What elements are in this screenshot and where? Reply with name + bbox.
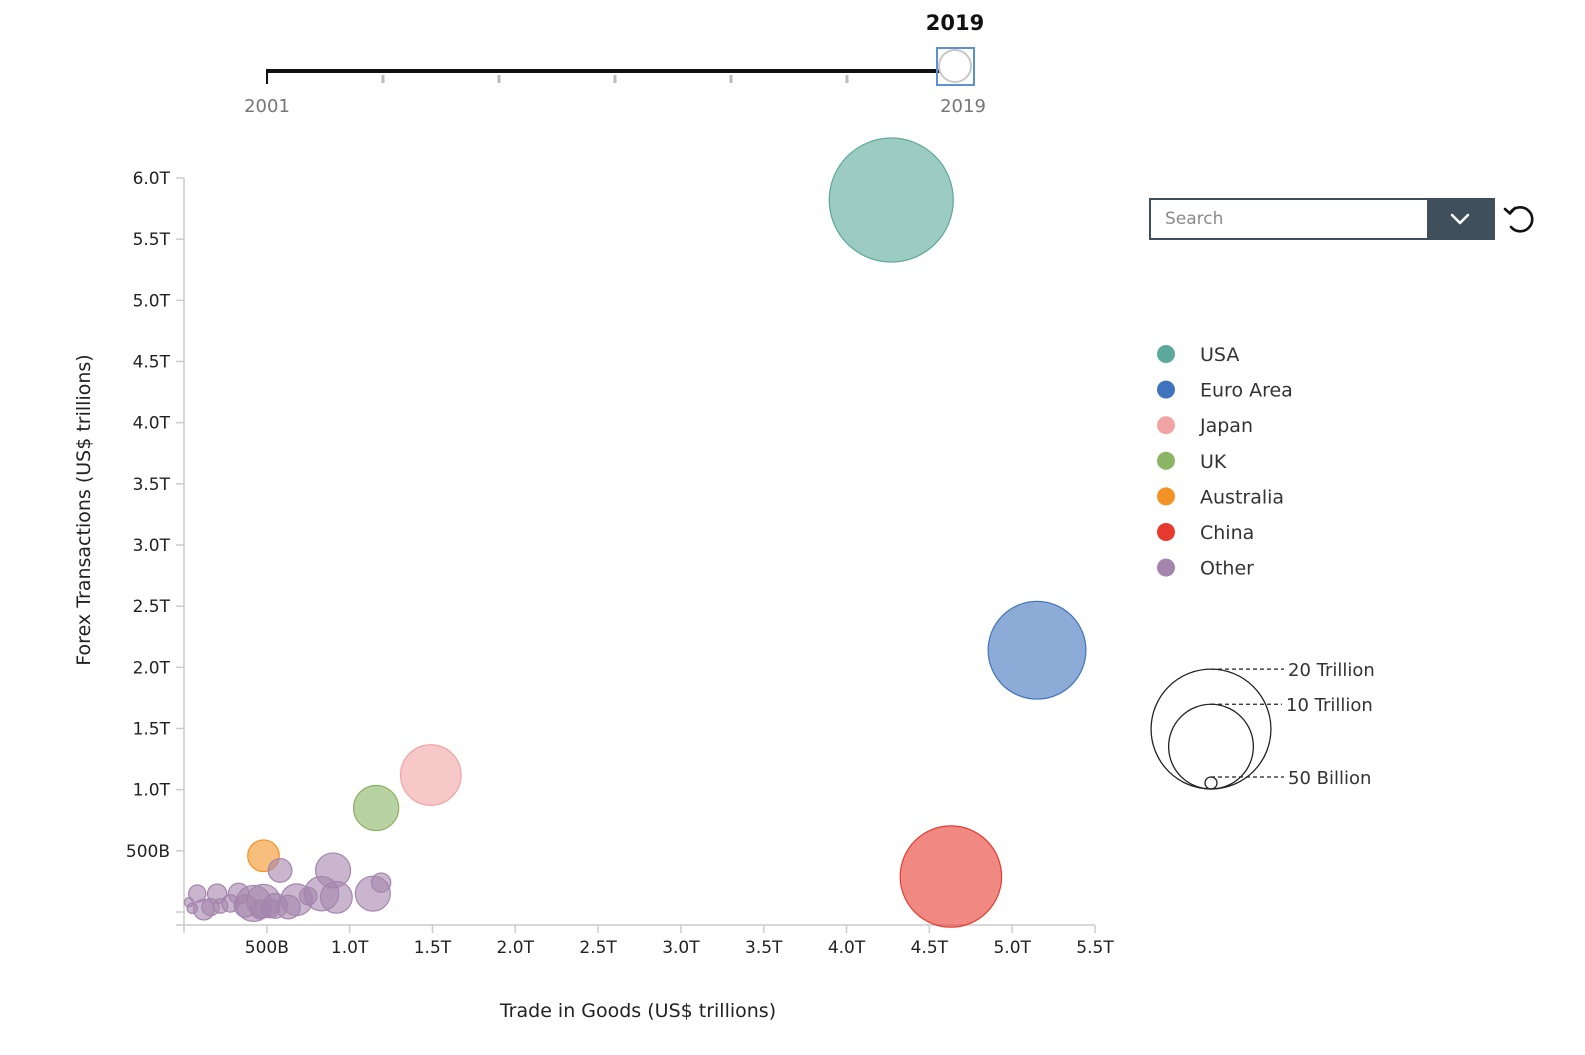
dropdown-button[interactable] (1427, 200, 1493, 238)
bubble-other[interactable] (319, 880, 353, 914)
legend-label: China (1200, 522, 1254, 544)
x-tick-label: 3.5T (745, 938, 783, 958)
country-search (1149, 198, 1495, 240)
bubble-other[interactable] (298, 886, 318, 906)
size-legend-circle (1167, 703, 1255, 790)
color-legend: USA Euro Area Japan UK Australia China Other (1157, 344, 1293, 580)
legend-item-other[interactable]: Other (1157, 558, 1254, 580)
slider-end-label: 2019 (940, 96, 986, 117)
y-tick-label: 4.0T (133, 414, 171, 434)
legend-swatch (1157, 558, 1175, 577)
legend-swatch (1157, 487, 1175, 506)
legend-label: USA (1200, 344, 1239, 366)
y-tick-label: 500B (126, 842, 170, 862)
bubble-other[interactable] (370, 872, 392, 893)
legend-label: Other (1200, 558, 1254, 580)
y-tick-label: 2.5T (133, 597, 171, 617)
legend-swatch (1157, 416, 1175, 435)
y-tick-label: 2.0T (133, 658, 171, 678)
legend-swatch (1157, 451, 1175, 470)
slider-handle[interactable] (938, 49, 972, 83)
x-tick-label: 2.0T (497, 938, 535, 958)
y-tick-label: 6.0T (133, 169, 171, 189)
x-tick-label: 2.5T (579, 938, 617, 958)
y-tick-label: 3.5T (133, 475, 171, 495)
y-tick-label: 3.0T (133, 536, 171, 556)
bubble-other[interactable] (187, 884, 207, 903)
x-tick-label: 5.5T (1076, 938, 1114, 958)
bubble-other[interactable] (183, 896, 195, 908)
slider-start-label: 2001 (244, 96, 290, 117)
legend-swatch (1157, 345, 1175, 363)
x-tick-label: 4.0T (828, 938, 866, 958)
legend-item-euro-area[interactable]: Euro Area (1157, 380, 1293, 402)
x-tick-label: 1.0T (331, 938, 369, 958)
reset-button[interactable] (1502, 201, 1538, 237)
slider-minor-ticks (381, 75, 849, 83)
legend-item-usa[interactable]: USA (1157, 344, 1239, 366)
legend-swatch (1157, 523, 1175, 541)
size-legend-circle (1150, 668, 1272, 790)
x-tick-label: 3.0T (662, 938, 700, 958)
x-tick-label: 500B (245, 938, 289, 958)
x-tick-label: 1.5T (414, 938, 452, 958)
y-axis-title: Forex Transactions (US$ trillions) (73, 354, 95, 665)
legend-swatch (1157, 380, 1175, 399)
reset-icon (1503, 206, 1534, 233)
legend-item-australia[interactable]: Australia (1157, 486, 1284, 508)
size-legend-label: 50 Billion (1288, 768, 1371, 789)
slider-handle-focus[interactable] (936, 47, 975, 86)
y-tick-label: 5.0T (133, 291, 171, 311)
y-tick-label: 1.5T (133, 720, 171, 740)
y-tick-label: 5.5T (133, 230, 171, 250)
bubble-japan[interactable] (399, 744, 462, 806)
x-axis-title: Trade in Goods (US$ trillions) (499, 1000, 776, 1022)
y-axis: 500B 1.0T 1.5T 2.0T 2.5T 3.0T 3.5T 4.0T 4.5T 5.0T… (126, 169, 185, 925)
bubble-other[interactable] (212, 897, 229, 914)
legend-item-china[interactable]: China (1157, 522, 1254, 544)
chevron-down-icon (1450, 213, 1470, 225)
size-legend-label: 20 Trillion (1288, 660, 1375, 681)
x-tick-label: 5.0T (993, 938, 1031, 958)
bubble-euro-area[interactable] (987, 600, 1087, 700)
legend-label: Australia (1200, 486, 1284, 508)
year-slider[interactable]: 2001 2019 2019 (244, 11, 986, 117)
legend-label: Japan (1199, 415, 1253, 437)
size-legend-circle (1204, 776, 1218, 790)
y-tick-label: 4.5T (133, 353, 171, 373)
bubble-china[interactable] (899, 825, 1003, 928)
slider-current-year: 2019 (926, 11, 984, 35)
legend-label: UK (1200, 451, 1227, 473)
legend-item-japan[interactable]: Japan (1157, 415, 1253, 437)
bubble-uk[interactable] (352, 784, 400, 832)
size-legend: 20 Trillion 10 Trillion 50 Billion (1150, 660, 1375, 790)
bubble-layer (183, 137, 1087, 928)
size-legend-label: 10 Trillion (1286, 695, 1373, 716)
x-tick-label: 4.5T (911, 938, 949, 958)
search-input[interactable] (1151, 200, 1427, 238)
y-tick-label: 1.0T (133, 781, 171, 801)
bubble-other[interactable] (260, 898, 281, 919)
bubble-usa[interactable] (828, 137, 954, 263)
bubble-other[interactable] (267, 857, 293, 883)
legend-item-uk[interactable]: UK (1157, 451, 1227, 473)
x-axis: 500B 1.0T 1.5T 2.0T 2.5T 3.0T 3.5T 4.0T 4.5T 5.0T… (176, 924, 1114, 958)
legend-label: Euro Area (1200, 380, 1293, 402)
